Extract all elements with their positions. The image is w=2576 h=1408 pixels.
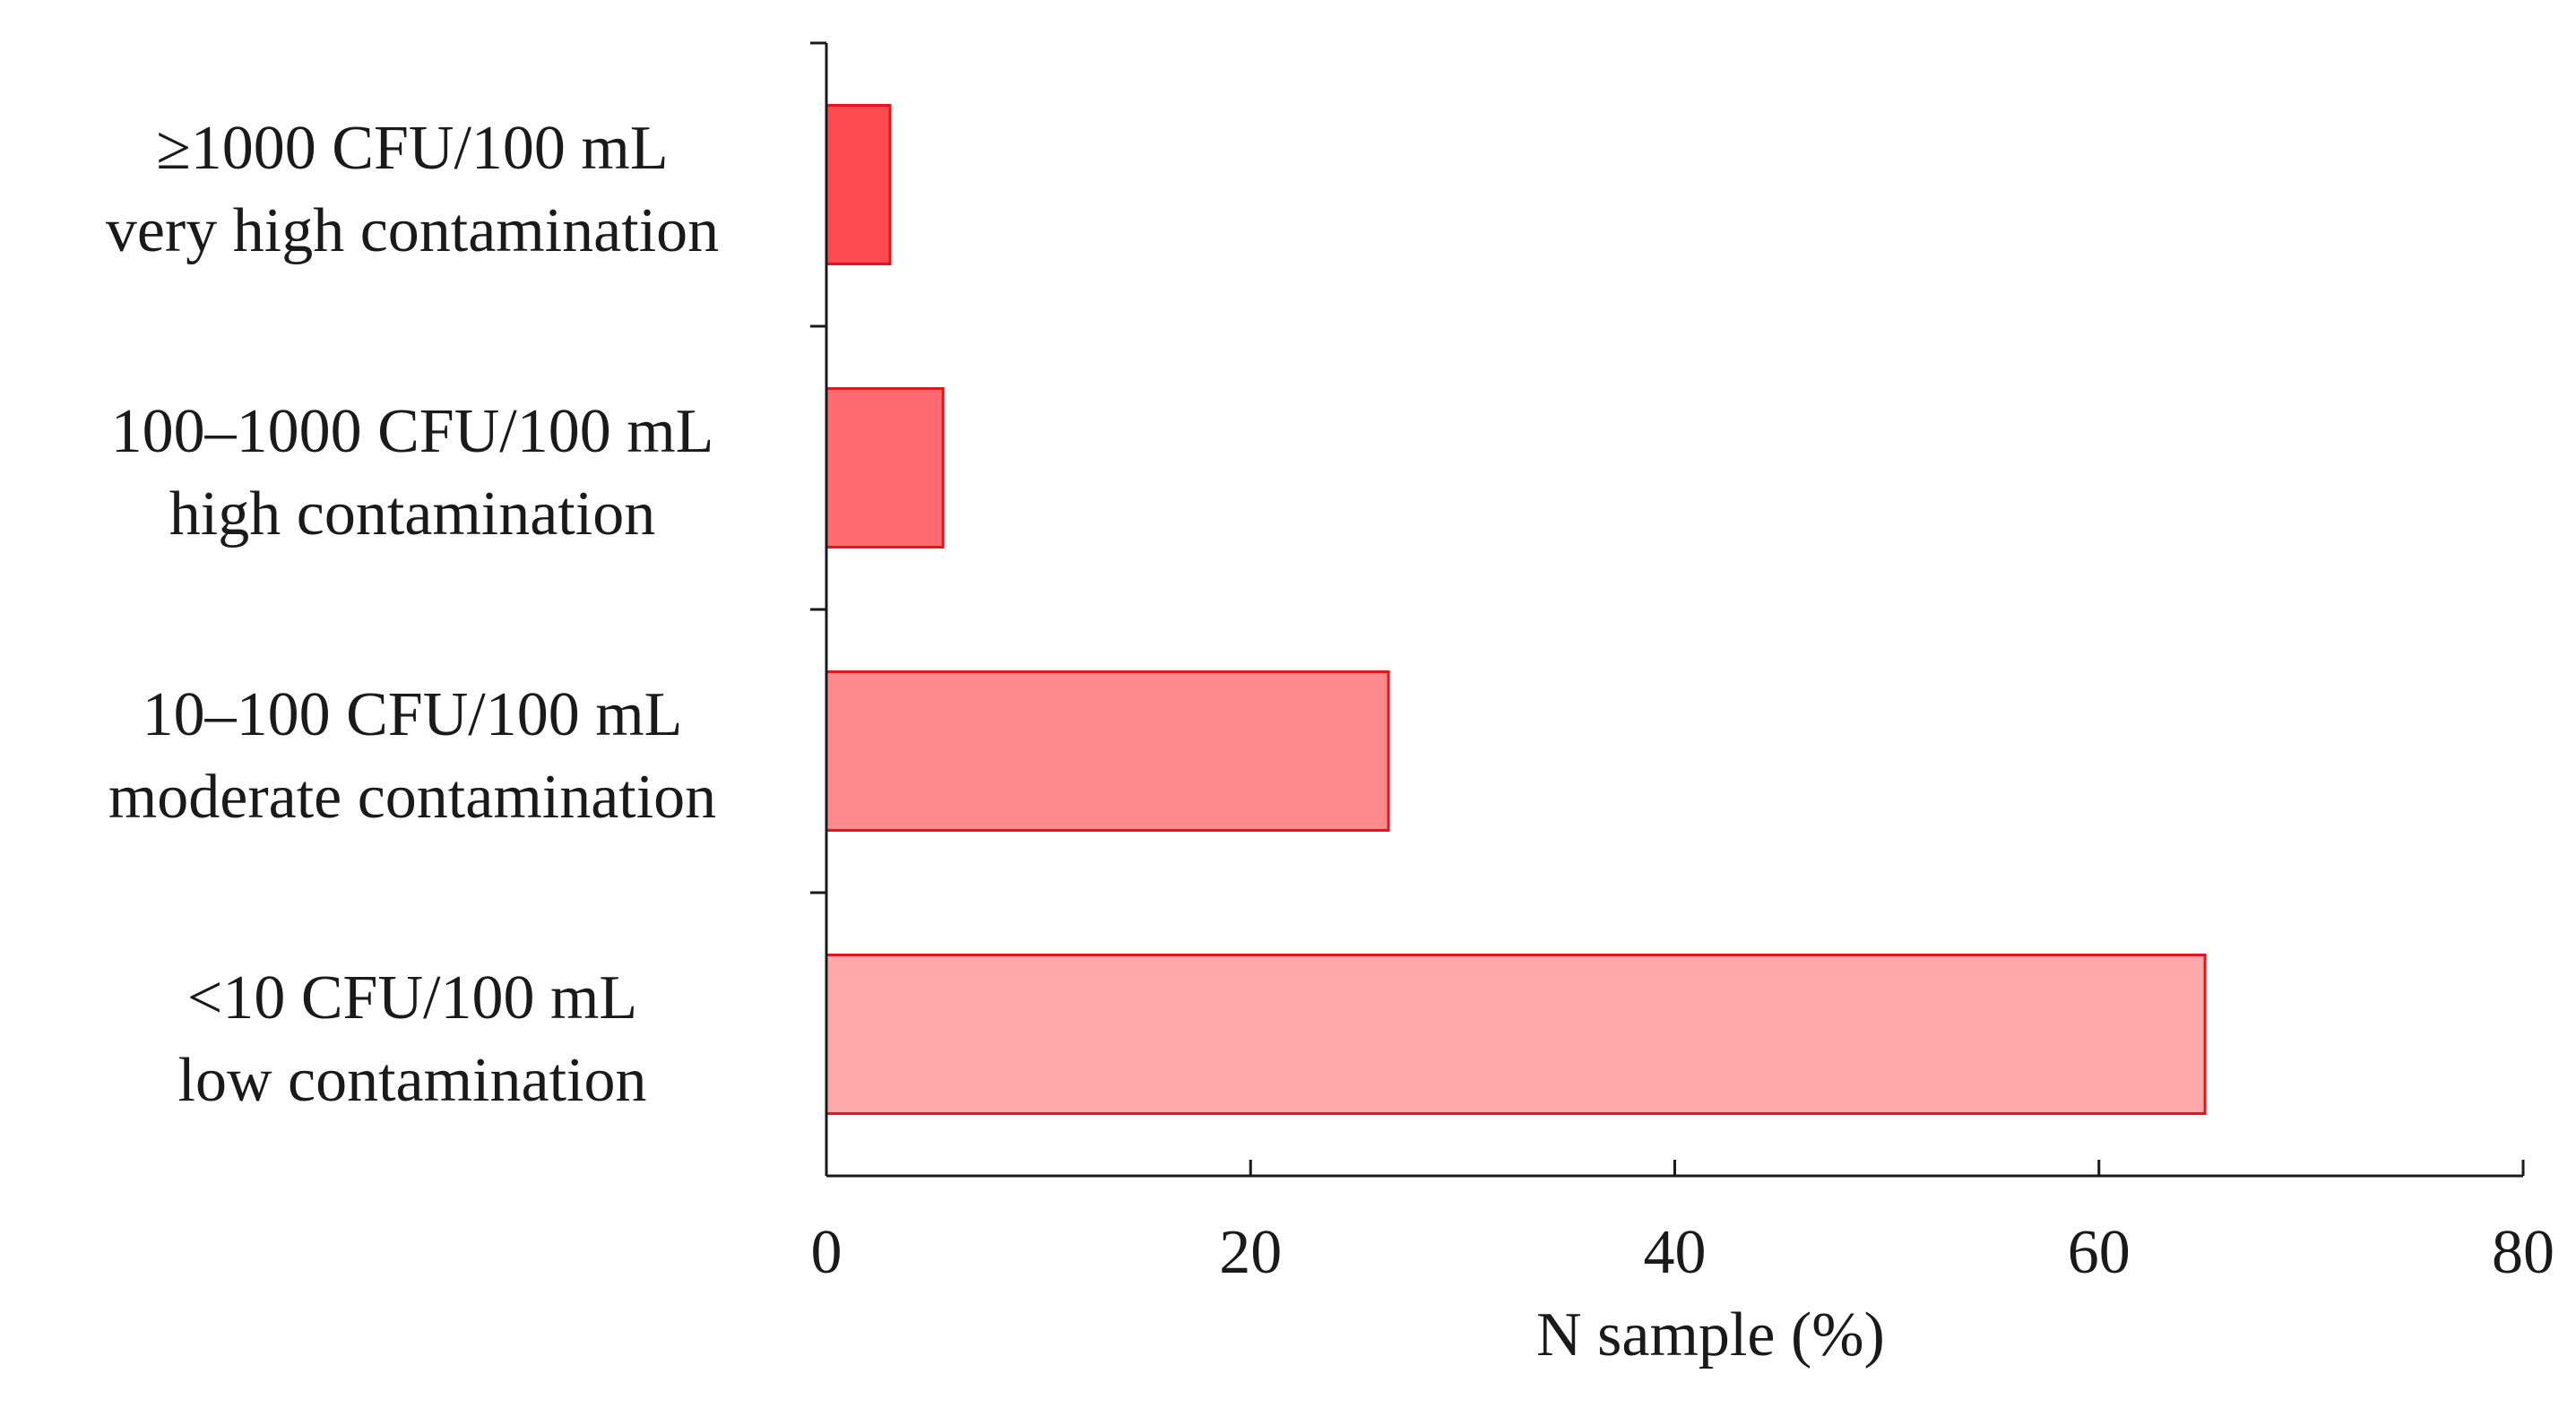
category-label-line2: very high contamination [106,196,719,265]
category-label-line1: 100–1000 CFU/100 mL [111,397,714,466]
x-tick-label: 0 [811,1218,843,1287]
bar [825,104,892,265]
x-axis-title: N sample (%) [1536,1300,1885,1369]
bar [825,954,2207,1115]
bars-layer [825,104,2207,1115]
category-label-line2: moderate contamination [108,763,716,832]
x-tick-label: 20 [1219,1218,1282,1287]
category-label-line1: ≥1000 CFU/100 mL [156,114,668,183]
x-ticks: 0 20 40 60 80 [811,1160,2554,1287]
x-tick-label: 80 [2492,1218,2554,1287]
bar [825,387,945,549]
x-tick-label: 60 [2068,1218,2131,1287]
x-tick-label: 40 [1644,1218,1707,1287]
category-label-line2: low contamination [178,1046,647,1115]
bar [825,670,1390,832]
axes-layer: 0 20 40 60 80 [810,41,2554,1287]
category-labels: ≥1000 CFU/100 mL very high contamination 1… [106,114,719,1115]
category-label-line2: high contamination [169,479,655,549]
y-ticks [810,41,826,894]
category-label-line1: 10–100 CFU/100 mL [143,680,683,749]
category-label-line1: <10 CFU/100 mL [187,963,637,1032]
